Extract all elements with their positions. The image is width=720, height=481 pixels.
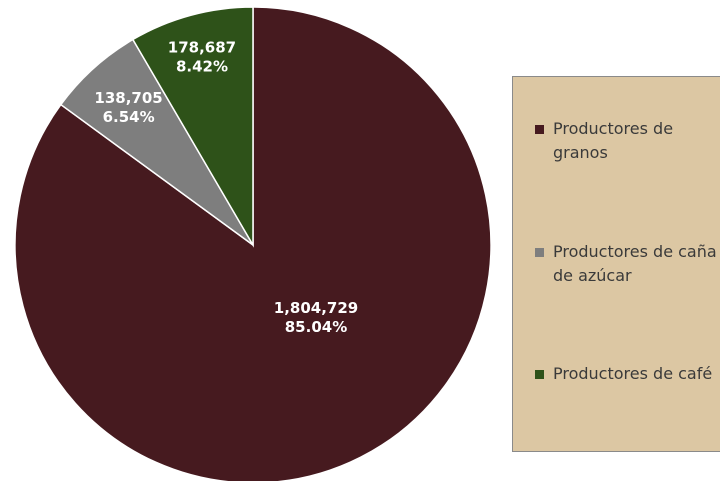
data-label-percent-cana: 6.54% [103,108,155,126]
data-label-value-cana: 138,705 [94,89,162,107]
data-label-percent-cafe: 8.42% [176,58,228,76]
data-label-value-cafe: 178,687 [168,39,236,57]
legend-item-cana: Productores de caña de azúcar [535,240,720,288]
legend-swatch-cafe [535,370,544,379]
slice-cafe [131,6,254,248]
legend-label-cafe: Productores de café [553,364,713,383]
legend-swatch-granos [535,125,544,134]
data-label-percent-granos: 85.04% [285,318,347,336]
chart-legend: Productores de granos Productores de cañ… [512,76,720,452]
data-label-value-granos: 1,804,729 [274,299,358,317]
legend-item-granos: Productores de granos [535,117,720,165]
legend-label-granos: Productores de granos [553,119,674,162]
legend-item-cafe: Productores de café [535,362,720,386]
legend-swatch-cana [535,248,544,257]
legend-label-cana: Productores de caña de azúcar [553,242,717,285]
